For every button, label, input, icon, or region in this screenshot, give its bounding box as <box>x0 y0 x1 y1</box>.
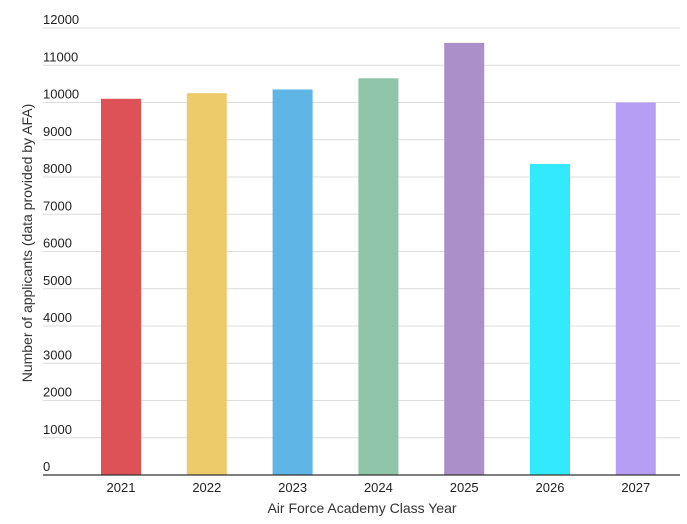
y-tick-label: 4000 <box>43 310 72 325</box>
bar-2026 <box>530 163 570 475</box>
bar-2022 <box>186 93 227 475</box>
x-tick-labels: 2021 2022 2023 2024 2025 2026 2027 <box>107 480 651 495</box>
x-tick-label: 2022 <box>192 480 221 495</box>
x-tick-label: 2024 <box>364 480 393 495</box>
y-tick-label: 1000 <box>43 422 72 437</box>
y-tick-label: 11000 <box>43 49 78 64</box>
y-tick-label: 12000 <box>43 12 79 27</box>
x-tick-label: 2025 <box>450 480 479 495</box>
bar-2021 <box>101 98 141 476</box>
bar-2027 <box>615 102 656 475</box>
bars <box>101 42 656 476</box>
y-tick-label: 8000 <box>43 161 72 176</box>
bar-2025 <box>444 42 485 476</box>
bar-2024 <box>358 78 399 475</box>
y-axis-title: Number of applicants (data provided by A… <box>19 104 35 383</box>
y-tick-label: 0 <box>43 459 50 474</box>
y-tick-label: 6000 <box>43 236 72 251</box>
x-tick-label: 2023 <box>278 480 307 495</box>
y-tick-label: 7000 <box>43 198 72 213</box>
x-tick-label: 2027 <box>621 480 650 495</box>
x-tick-label: 2026 <box>536 480 565 495</box>
bar-2023 <box>272 89 313 476</box>
y-tick-label: 5000 <box>43 273 72 288</box>
y-tick-label: 9000 <box>43 124 72 139</box>
y-tick-label: 3000 <box>43 347 72 362</box>
y-tick-label: 2000 <box>43 385 72 400</box>
y-tick-labels: 0 1000 2000 3000 4000 5000 6000 7000 8000 9000 100… <box>43 12 79 474</box>
y-tick-label: 10000 <box>43 87 79 102</box>
x-tick-label: 2021 <box>107 480 136 495</box>
x-axis-title: Air Force Academy Class Year <box>267 500 456 516</box>
